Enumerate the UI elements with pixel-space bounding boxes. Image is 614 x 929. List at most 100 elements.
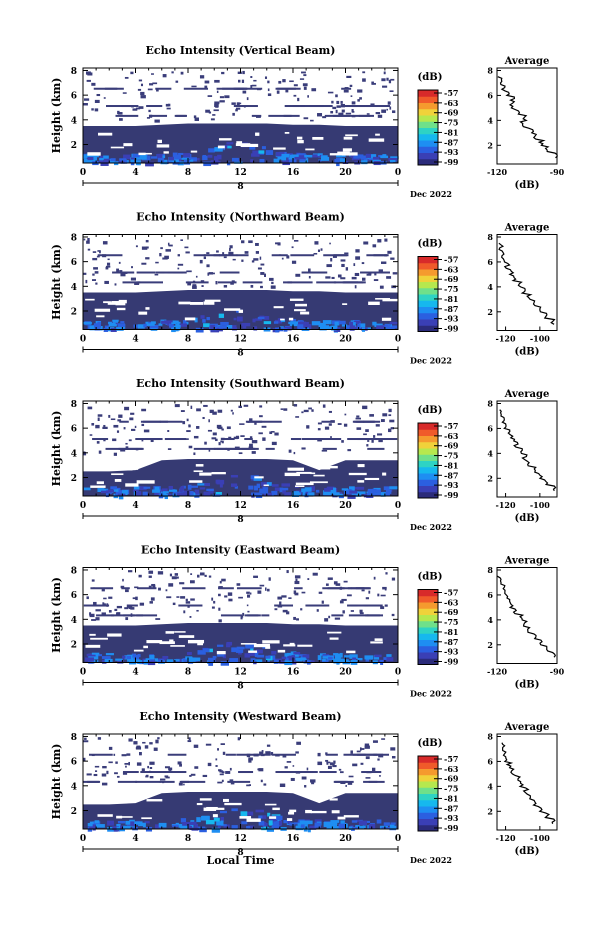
echo-band bbox=[287, 281, 313, 284]
echo-gap bbox=[248, 650, 258, 653]
echo-cell bbox=[102, 659, 107, 664]
upper-echo-cell bbox=[102, 602, 105, 606]
echo-gap bbox=[170, 645, 185, 647]
upper-echo-cell bbox=[388, 414, 392, 417]
echo-cell bbox=[251, 477, 255, 481]
echo-band bbox=[105, 447, 119, 450]
colorbar-swatch bbox=[418, 491, 438, 499]
upper-echo-cell bbox=[251, 84, 257, 87]
upper-echo-cell bbox=[116, 605, 122, 609]
echo-cell bbox=[390, 156, 399, 159]
echo-cell bbox=[353, 320, 361, 324]
upper-echo-cell bbox=[317, 428, 321, 431]
x-tick-label: 12 bbox=[234, 335, 247, 345]
colorbar-tick-label: -81 bbox=[444, 627, 458, 637]
echo-cell bbox=[265, 150, 274, 155]
echo-cell bbox=[361, 160, 368, 165]
echo-band bbox=[216, 447, 227, 450]
upper-echo-cell bbox=[145, 775, 149, 778]
upper-echo-cell bbox=[232, 112, 235, 116]
upper-echo-cell bbox=[149, 601, 153, 604]
echo-band bbox=[356, 753, 378, 756]
upper-echo-cell bbox=[293, 94, 297, 97]
upper-echo-cell bbox=[327, 577, 333, 580]
echo-cell bbox=[309, 825, 317, 830]
upper-echo-cell bbox=[84, 98, 90, 101]
y-axis-label: Height (km) bbox=[50, 577, 63, 653]
upper-echo-cell bbox=[124, 763, 129, 765]
echo-cell bbox=[117, 658, 124, 664]
upper-echo-cell bbox=[345, 112, 352, 115]
avg-x-unit: (dB) bbox=[515, 347, 540, 358]
echo-cell bbox=[201, 815, 210, 819]
echo-cell bbox=[389, 825, 397, 830]
echo-cell bbox=[226, 641, 233, 646]
echo-band bbox=[284, 105, 300, 108]
echo-cell bbox=[142, 822, 146, 828]
echo-cell bbox=[347, 494, 356, 499]
echo-gap bbox=[329, 637, 339, 640]
y-tick-label: 4 bbox=[71, 616, 77, 626]
echo-gap bbox=[199, 798, 212, 801]
echo-cell bbox=[108, 658, 113, 663]
y-tick-label: 8 bbox=[71, 67, 77, 77]
echo-cell bbox=[317, 655, 322, 661]
echo-cell bbox=[150, 324, 159, 329]
echo-gap bbox=[329, 798, 338, 801]
upper-echo-cell bbox=[122, 578, 124, 582]
echo-cell bbox=[390, 161, 394, 164]
echo-band bbox=[122, 281, 141, 284]
avg-y-tick-label: 2 bbox=[487, 140, 493, 150]
echo-gap bbox=[96, 481, 104, 485]
upper-echo-cell bbox=[291, 260, 297, 264]
upper-echo-cell bbox=[183, 438, 189, 440]
colorbar-swatch bbox=[418, 269, 438, 276]
upper-echo-cell bbox=[360, 748, 365, 750]
colorbar-swatch bbox=[418, 602, 438, 609]
upper-echo-cell bbox=[145, 239, 149, 243]
panel-title: Echo Intensity (Eastward Beam) bbox=[141, 544, 340, 557]
echo-cell bbox=[101, 656, 111, 659]
upper-echo-cell bbox=[205, 743, 212, 746]
echo-band bbox=[275, 87, 296, 90]
upper-echo-cell bbox=[325, 276, 331, 279]
upper-echo-cell bbox=[219, 100, 225, 103]
echo-gap bbox=[310, 810, 327, 814]
colorbar-tick-label: -75 bbox=[444, 451, 458, 461]
upper-echo-cell bbox=[91, 619, 96, 621]
echo-gap bbox=[240, 643, 257, 645]
upper-echo-cell bbox=[339, 771, 344, 774]
colorbar-tick-label: -87 bbox=[444, 637, 458, 647]
echo-cell bbox=[191, 657, 201, 662]
colorbar-tick-label: -81 bbox=[444, 793, 458, 803]
colorbar-frame bbox=[417, 589, 439, 665]
upper-echo-cell bbox=[164, 766, 170, 769]
upper-echo-cell bbox=[361, 589, 365, 592]
echo-cell bbox=[90, 156, 97, 162]
upper-echo-cell bbox=[337, 423, 342, 425]
echo-gap bbox=[90, 485, 106, 488]
echo-band bbox=[319, 771, 337, 774]
upper-echo-cell bbox=[116, 613, 120, 616]
echo-band bbox=[342, 105, 366, 108]
colorbar-swatch bbox=[418, 287, 438, 295]
echo-gap bbox=[116, 307, 126, 311]
upper-echo-cell bbox=[180, 239, 183, 241]
echo-cell bbox=[255, 318, 263, 321]
upper-echo-cell bbox=[179, 582, 185, 585]
echo-cell bbox=[386, 654, 392, 657]
echo-band bbox=[218, 587, 234, 590]
upper-echo-cell bbox=[116, 268, 120, 273]
upper-echo-cell bbox=[235, 435, 240, 439]
echo-cell bbox=[206, 488, 214, 492]
upper-echo-cell bbox=[126, 753, 131, 756]
echo-band bbox=[372, 438, 398, 441]
avg-y-tick-label: 4 bbox=[487, 615, 493, 625]
heatmap-cells bbox=[83, 237, 400, 333]
echo-cell bbox=[150, 326, 158, 331]
echo-cell bbox=[137, 324, 145, 329]
echo-gap bbox=[145, 307, 150, 310]
upper-echo-cell bbox=[250, 76, 253, 79]
upper-echo-cell bbox=[193, 435, 199, 439]
